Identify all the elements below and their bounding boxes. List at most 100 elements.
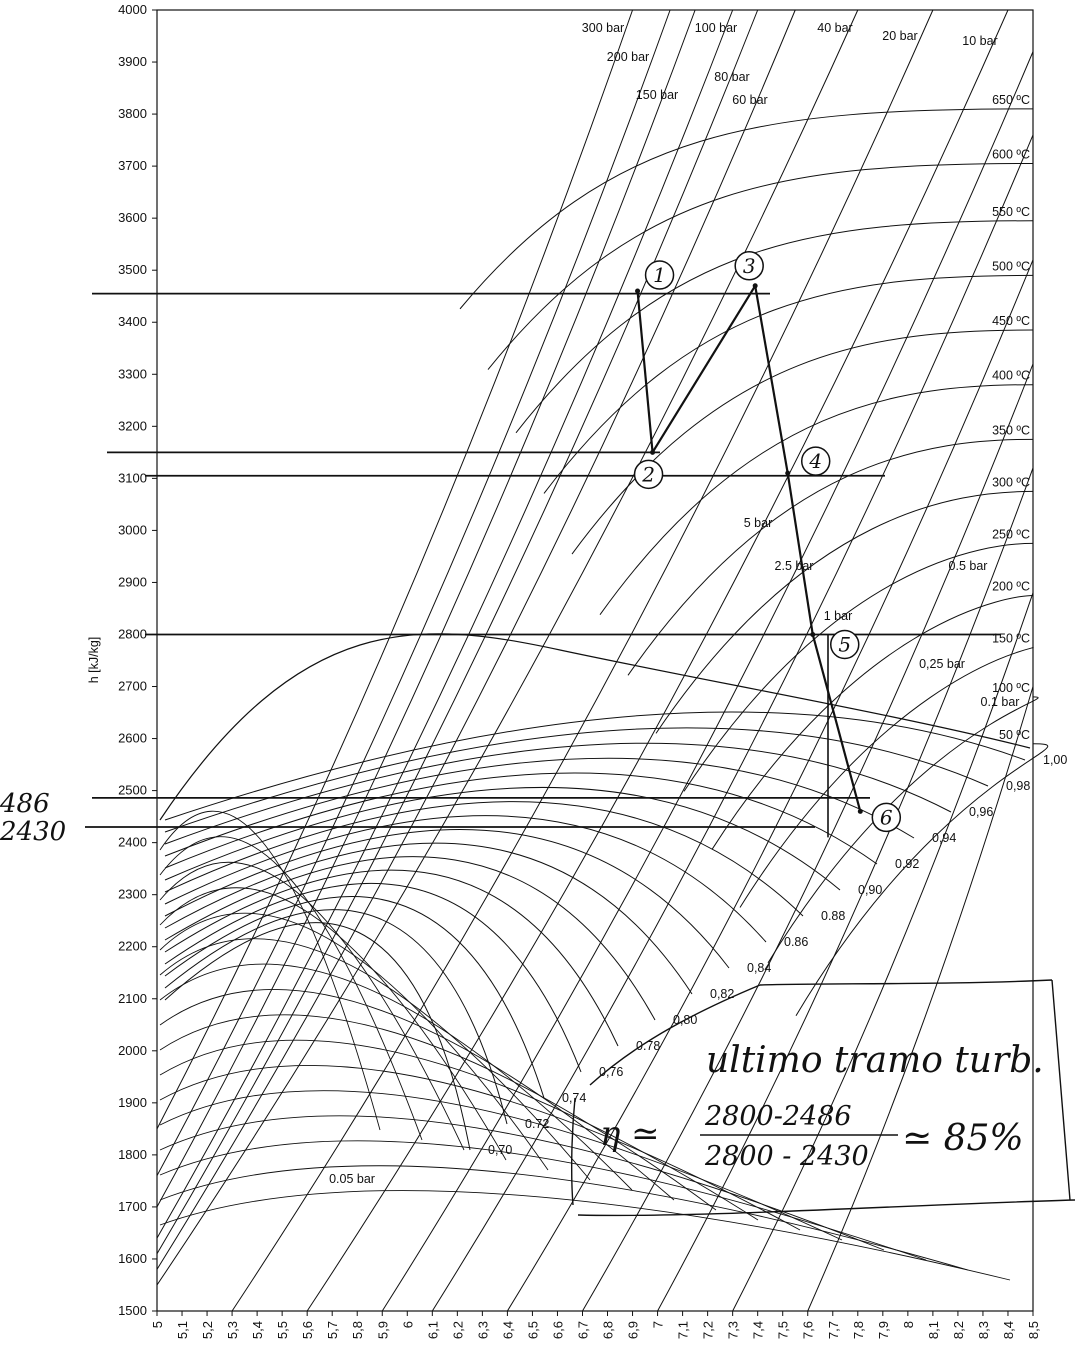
dome-isobar bbox=[159, 1190, 1011, 1281]
x-tick-label: 7 bbox=[651, 1321, 666, 1328]
y-tick-label: 3500 bbox=[118, 262, 147, 277]
y-tick-label: 1500 bbox=[118, 1303, 147, 1318]
quality-line bbox=[164, 787, 841, 891]
isobar-label: 100 bar bbox=[695, 21, 737, 35]
quality-label: 0,96 bbox=[969, 805, 993, 819]
isobar-label: 2.5 bar bbox=[775, 559, 814, 573]
quality-label: 0,94 bbox=[932, 831, 956, 845]
x-tick-label: 5,1 bbox=[175, 1321, 190, 1339]
y-tick-label: 1900 bbox=[118, 1095, 147, 1110]
process-point bbox=[650, 449, 656, 455]
process-point-label: 4 bbox=[808, 449, 822, 473]
process-point-label: 5 bbox=[838, 632, 851, 656]
isobar-line bbox=[156, 9, 759, 1255]
process-path: 1 2 3 4 5 6 bbox=[633, 251, 902, 833]
isobar-line bbox=[231, 9, 934, 1312]
y-tick-label: 4000 bbox=[118, 2, 147, 17]
isotherm-label: 250 ºC bbox=[992, 527, 1030, 541]
x-tick-label: 5,2 bbox=[200, 1321, 215, 1339]
quality-label: 0.88 bbox=[821, 909, 845, 923]
y-tick-label: 3600 bbox=[118, 210, 147, 225]
x-tick-label: 7,9 bbox=[876, 1321, 891, 1339]
dome-isobar bbox=[159, 1140, 927, 1261]
quality-line bbox=[164, 828, 730, 969]
y-tick-label: 2900 bbox=[118, 574, 147, 589]
x-tick-label: 7,5 bbox=[776, 1321, 791, 1339]
x-tick-label: 8,4 bbox=[1001, 1321, 1016, 1339]
x-tick-label: 6,7 bbox=[575, 1321, 590, 1339]
isobar-line bbox=[657, 467, 1034, 1312]
process-point-label: 2 bbox=[641, 462, 655, 486]
side-note-486: 486 bbox=[0, 789, 50, 819]
y-tick-label: 2600 bbox=[118, 731, 147, 746]
x-tick-label: 5,3 bbox=[225, 1321, 240, 1339]
x-tick-label: 6,5 bbox=[525, 1321, 540, 1339]
process-point-marker bbox=[871, 802, 902, 833]
x-tick-label: 7,6 bbox=[801, 1321, 816, 1339]
isotherm-label: 500 ºC bbox=[992, 259, 1030, 273]
dome-isobar bbox=[159, 1039, 759, 1221]
y-tick-label: 2000 bbox=[118, 1043, 147, 1058]
isotherm-label: 450 ºC bbox=[992, 314, 1030, 328]
isotherm-line bbox=[487, 163, 1034, 370]
process-point bbox=[810, 631, 816, 637]
x-tick-label: 8,3 bbox=[976, 1321, 991, 1339]
x-tick-label: 5,6 bbox=[300, 1321, 315, 1339]
dome-isobar bbox=[159, 912, 549, 1171]
isobar-line bbox=[381, 51, 1034, 1312]
y-tick-label: 3400 bbox=[118, 314, 147, 329]
isobar-label: 40 bar bbox=[817, 21, 852, 35]
x-tick-label: 6,3 bbox=[475, 1321, 490, 1339]
plot-frame bbox=[156, 9, 1034, 1312]
dome-isobar bbox=[159, 938, 591, 1181]
isotherm-label: 300 ºC bbox=[992, 475, 1030, 489]
isobar-lines bbox=[156, 9, 1034, 1312]
x-tick-label: 6,6 bbox=[550, 1321, 565, 1339]
y-tick-label: 2300 bbox=[118, 887, 147, 902]
isobar-label: 300 bar bbox=[582, 21, 624, 35]
process-point-label: 3 bbox=[743, 254, 756, 278]
y-tick-label: 2400 bbox=[118, 835, 147, 850]
isobar-label: 0.1 bar bbox=[981, 695, 1020, 709]
isotherm-label: 400 ºC bbox=[992, 369, 1030, 383]
isotherm-line bbox=[571, 329, 1034, 555]
isotherm-line bbox=[795, 743, 1049, 1017]
efficiency-annotation: ultimo tramo turb. η ≃ 2800-2486 2800 - … bbox=[571, 979, 1076, 1217]
x-tick-label: 6,8 bbox=[601, 1321, 616, 1339]
saturated-vapor-line bbox=[159, 633, 1031, 821]
y-tick-label: 1600 bbox=[118, 1251, 147, 1266]
x-tick-label: 8,2 bbox=[951, 1321, 966, 1339]
dome-isobar bbox=[159, 1165, 969, 1271]
y-tick-label: 3900 bbox=[118, 54, 147, 69]
quality-line bbox=[164, 815, 767, 943]
dome-isobar bbox=[159, 989, 675, 1201]
isobar-label: 60 bar bbox=[732, 93, 767, 107]
quality-line bbox=[164, 922, 471, 1151]
isotherm-line bbox=[767, 696, 1039, 964]
isobar-label: 5 bar bbox=[744, 516, 773, 530]
process-point-marker bbox=[633, 459, 664, 490]
y-tick-label: 2500 bbox=[118, 783, 147, 798]
quality-label: 0,82 bbox=[710, 987, 734, 1001]
quality-label: 0,74 bbox=[562, 1091, 586, 1105]
saturation-region-lines bbox=[159, 633, 1031, 1281]
x-tick-label: 8 bbox=[901, 1321, 916, 1328]
y-tick-label: 3100 bbox=[118, 470, 147, 485]
quality-line bbox=[164, 882, 582, 1073]
y-tick-label: 2700 bbox=[118, 679, 147, 694]
x-tick-label: 8,5 bbox=[1026, 1321, 1041, 1339]
isotherm-line bbox=[655, 490, 1034, 734]
dome-isobar bbox=[159, 861, 465, 1151]
isotherm-line bbox=[739, 646, 1034, 908]
process-point bbox=[635, 288, 641, 294]
isobar-line bbox=[306, 9, 1009, 1312]
x-tick-label: 5,5 bbox=[275, 1321, 290, 1339]
isobar-line bbox=[807, 686, 1034, 1312]
x-tick-label: 5,7 bbox=[325, 1321, 340, 1339]
quality-label: 0.72 bbox=[525, 1117, 549, 1131]
x-tick-label: 6 bbox=[400, 1321, 415, 1328]
process-point-label: 1 bbox=[653, 263, 666, 287]
process-point-marker bbox=[644, 260, 675, 290]
quality-line bbox=[164, 842, 693, 995]
isotherm-label: 200 ºC bbox=[992, 579, 1030, 593]
